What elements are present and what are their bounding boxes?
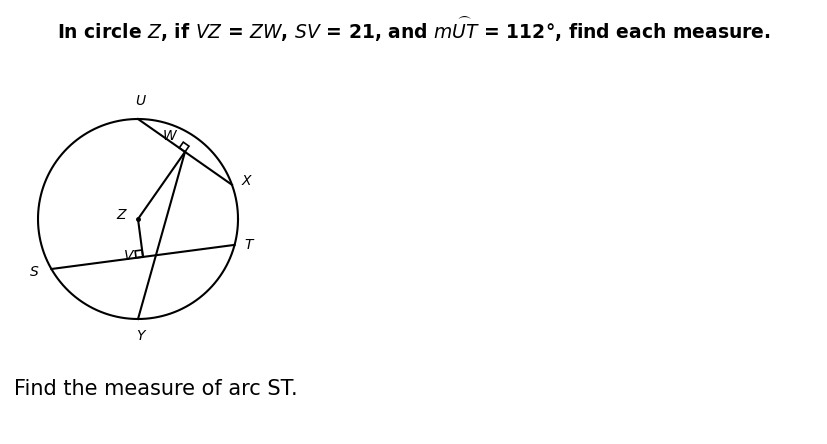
Text: Y: Y [136,329,144,343]
Text: S: S [30,265,39,279]
Text: U: U [135,94,145,108]
Text: W: W [163,130,176,143]
Text: In circle $\it{Z}$, if $\it{VZ}$ = $\it{ZW}$, $\it{SV}$ = 21, and $\it{m}\overse: In circle $\it{Z}$, if $\it{VZ}$ = $\it{… [57,14,770,44]
Text: X: X [241,174,251,188]
Text: V: V [123,249,133,262]
Text: Z: Z [116,208,125,222]
Text: Find the measure of arc ST.: Find the measure of arc ST. [14,379,297,399]
Text: T: T [244,238,252,252]
